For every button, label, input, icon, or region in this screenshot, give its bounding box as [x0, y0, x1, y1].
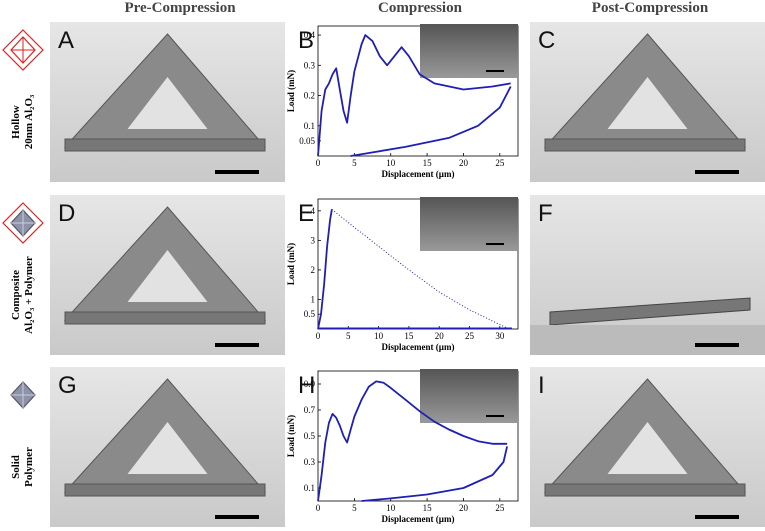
row-icon	[2, 29, 44, 71]
load-curve	[317, 34, 511, 157]
panel-letter: I	[538, 372, 545, 399]
load-curve	[361, 446, 508, 502]
panel-letter: E	[298, 200, 314, 227]
y-tick-label: 0.2	[304, 91, 315, 101]
lattice-hole	[607, 77, 688, 129]
sem-image	[50, 367, 285, 527]
panel-letter: A	[58, 27, 74, 54]
inset-scale-bar	[486, 70, 504, 72]
x-tick-label: 15	[404, 331, 414, 341]
scale-bar	[695, 515, 739, 519]
x-tick-label: 5	[346, 331, 351, 341]
load-curve	[350, 86, 512, 157]
lattice-base	[544, 483, 746, 497]
x-tick-label: 25	[495, 158, 505, 168]
column-header: Pre-Compression	[124, 0, 236, 16]
load-curve	[331, 208, 507, 328]
scale-bar	[695, 343, 739, 347]
x-tick-label: 5	[352, 158, 357, 168]
x-tick-label: 10	[386, 503, 396, 513]
x-tick-label: 15	[423, 158, 433, 168]
inset-image	[420, 24, 518, 78]
row-label: Composite	[10, 270, 22, 320]
column-header: Compression	[378, 0, 463, 16]
row-label: Solid	[10, 455, 22, 479]
x-axis-label: Displacement (µm)	[382, 514, 455, 524]
y-tick-label: 0.7	[304, 405, 316, 415]
x-tick-label: 25	[495, 503, 505, 513]
inset-image	[420, 197, 518, 251]
collapsed-lattice	[549, 297, 751, 326]
x-tick-label: 20	[435, 331, 445, 341]
y-tick-label: 0.4	[304, 30, 316, 40]
inset-image	[420, 369, 518, 423]
x-axis-label: Displacement (µm)	[382, 342, 455, 352]
sem-image	[50, 22, 285, 182]
panel-letter: B	[298, 27, 314, 54]
x-tick-label: 0	[316, 331, 321, 341]
sem-image	[530, 22, 765, 182]
panel-letter: D	[58, 200, 75, 227]
load-curve	[317, 380, 508, 502]
y-axis-label: Load (mN)	[286, 243, 296, 285]
x-tick-label: 5	[352, 503, 357, 513]
row-label: Al₂O₃ + Polymer	[23, 256, 35, 334]
load-curve	[317, 209, 333, 330]
x-axis-label: Displacement (µm)	[382, 169, 455, 179]
y-tick-label: 0.1	[304, 121, 315, 131]
y-tick-label: 0.5	[304, 309, 316, 319]
y-tick-label: 0.05	[299, 136, 315, 146]
lattice-base	[64, 483, 266, 497]
x-tick-label: 0	[316, 503, 321, 513]
panel-letter: G	[58, 372, 77, 399]
x-tick-label: 30	[495, 331, 505, 341]
lattice-hole	[607, 422, 688, 474]
y-tick-label: 2	[311, 265, 316, 275]
x-tick-label: 0	[316, 158, 321, 168]
y-tick-label: 3	[311, 235, 316, 245]
lattice-base	[64, 311, 266, 325]
inset-scale-bar	[486, 415, 504, 417]
x-tick-label: 20	[459, 158, 469, 168]
row-label: 20nm Al₂O₃	[23, 94, 35, 149]
y-tick-label: 0.9	[304, 379, 316, 389]
sem-image	[530, 195, 765, 355]
row-icon	[2, 202, 44, 244]
scale-bar	[215, 343, 259, 347]
x-tick-label: 25	[465, 331, 475, 341]
lattice-base	[64, 138, 266, 152]
lattice-hole	[127, 422, 208, 474]
substrate	[530, 325, 765, 355]
sem-image	[50, 195, 285, 355]
x-tick-label: 15	[423, 503, 433, 513]
y-tick-label: 0.5	[304, 431, 316, 441]
x-tick-label: 20	[459, 503, 469, 513]
row-label: Hollow	[10, 105, 22, 139]
y-tick-label: 4	[311, 206, 316, 216]
column-header: Post-Compression	[592, 0, 709, 16]
panel-letter: H	[298, 372, 315, 399]
lattice-base	[544, 138, 746, 152]
x-tick-label: 10	[386, 158, 396, 168]
scale-bar	[695, 170, 739, 174]
row-label: Polymer	[23, 447, 35, 487]
row-icon	[10, 381, 36, 409]
y-axis-label: Load (mN)	[286, 415, 296, 457]
sem-image	[530, 367, 765, 527]
x-tick-label: 10	[374, 331, 384, 341]
scale-bar	[215, 515, 259, 519]
panel-letter: C	[538, 27, 555, 54]
scale-bar	[215, 170, 259, 174]
y-tick-label: 0.1	[304, 483, 315, 493]
lattice-hole	[127, 250, 208, 302]
lattice-hole	[127, 77, 208, 129]
panel-letter: F	[538, 200, 553, 227]
y-tick-label: 0.3	[304, 457, 316, 467]
y-tick-label: 0.3	[304, 60, 316, 70]
y-tick-label: 1	[311, 294, 316, 304]
y-axis-label: Load (mN)	[286, 70, 296, 112]
inset-scale-bar	[486, 243, 504, 245]
